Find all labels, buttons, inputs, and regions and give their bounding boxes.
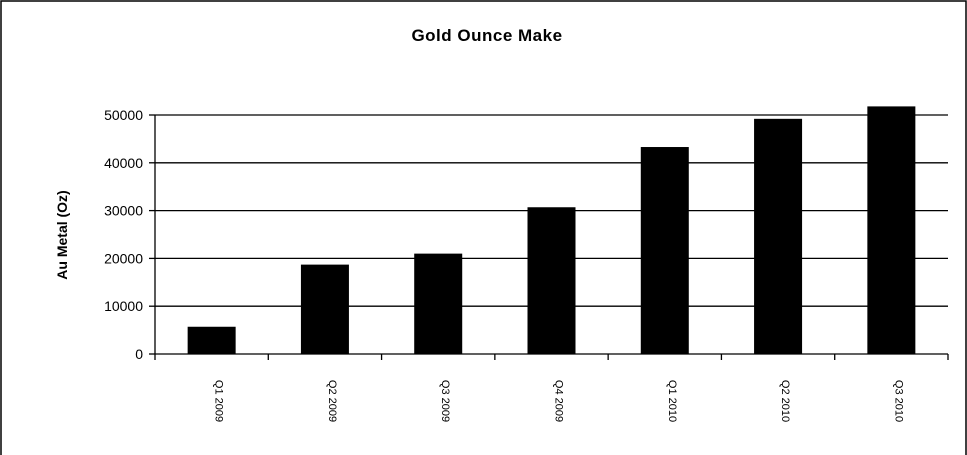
bar	[640, 147, 689, 354]
chart-title: Gold Ounce Make	[411, 26, 562, 45]
axes	[149, 114, 949, 360]
y-tick-label: 50000	[104, 107, 143, 123]
x-tick-label: Q3 2010	[892, 380, 904, 422]
y-tick-label: 20000	[104, 250, 143, 266]
x-tick-labels: Q1 2009 Q2 2009 Q3 2009 Q4 2009 Q1 2010 Q2 20…	[213, 380, 905, 422]
bar	[867, 106, 916, 354]
x-tick-label: Q1 2010	[666, 380, 678, 422]
bar	[300, 264, 349, 354]
bar	[187, 326, 236, 354]
bar	[754, 118, 803, 354]
bar	[527, 207, 576, 354]
y-axis-label: Au Metal (Oz)	[54, 190, 70, 279]
y-tick-label: 30000	[104, 203, 143, 219]
bar	[414, 253, 463, 354]
y-tick-label: 40000	[104, 155, 143, 171]
bars	[187, 106, 916, 354]
y-tick-label: 10000	[104, 298, 143, 314]
x-tick-label: Q4 2009	[553, 380, 565, 422]
x-tick-label: Q3 2009	[439, 380, 451, 422]
y-tick-labels: 0 10000 20000 30000 40000 50000	[104, 107, 143, 362]
y-tick-label: 0	[135, 346, 143, 362]
x-tick-label: Q1 2009	[213, 380, 225, 422]
x-tick-label: Q2 2010	[779, 380, 791, 422]
x-tick-label: Q2 2009	[326, 380, 338, 422]
